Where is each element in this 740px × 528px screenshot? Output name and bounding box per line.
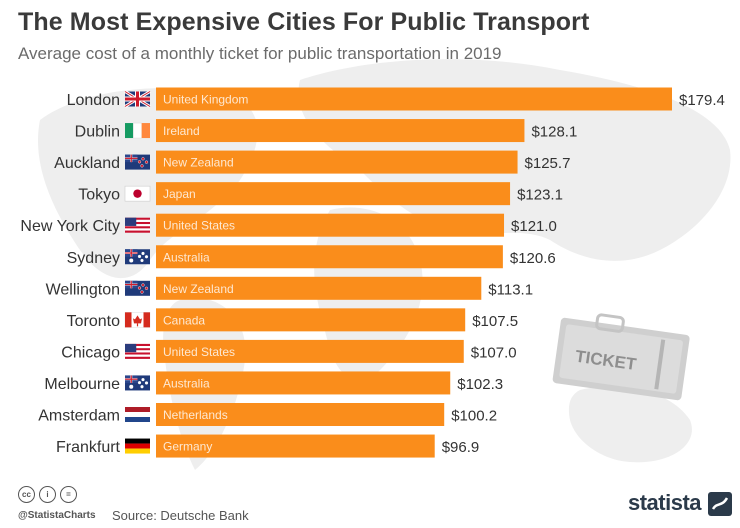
australia-flag-icon [125,249,150,265]
bar [156,213,505,237]
statista-logo-icon [708,492,732,516]
chart-subtitle: Average cost of a monthly ticket for pub… [18,44,502,63]
ireland-flag-icon [125,122,150,139]
bar [156,339,464,363]
usa-flag-icon [125,343,150,359]
license-icons: cc i = [18,486,77,503]
category-label: Dublin [75,124,120,141]
data-label: $123.1 [517,187,563,204]
bar [156,87,672,111]
canada-flag-icon [124,312,151,328]
netherlands-flag-icon [125,407,150,422]
country-label: United Kingdom [163,93,248,107]
chart-title: The Most Expensive Cities For Public Tra… [18,8,590,36]
statista-logo: statista [628,490,702,515]
bar [156,245,503,269]
country-label: Japan [163,187,196,201]
source-text: Source: Deutsche Bank [112,508,249,523]
country-label: Australia [163,250,210,264]
new-zealand-flag-icon [125,154,150,170]
cc-icon: cc [18,486,35,503]
bar [156,150,518,174]
country-label: New Zealand [163,282,234,296]
bar [156,403,445,426]
no-derivatives-icon: = [60,486,77,503]
category-label: Chicago [61,344,120,361]
category-label: Tokyo [78,187,120,204]
japan-flag-icon [124,185,151,202]
new-zealand-flag-icon [125,280,150,296]
country-label: Germany [163,440,212,454]
bar [156,434,435,458]
australia-flag-icon [125,375,150,391]
data-label: $179.4 [679,92,725,109]
data-label: $102.3 [457,376,503,393]
bar [156,119,525,143]
category-label: London [67,92,120,109]
twitter-handle: @StatistaCharts [18,510,96,521]
data-label: $107.0 [471,344,517,361]
category-label: Frankfurt [56,439,121,456]
data-label: $100.2 [451,408,497,425]
category-label: Toronto [67,313,120,330]
category-label: New York City [20,218,120,235]
country-label: Australia [163,376,210,390]
uk-flag-icon [124,90,151,108]
country-label: Canada [163,313,205,327]
category-label: Amsterdam [38,408,120,425]
attribution-icon: i [39,486,56,503]
category-label: Wellington [46,281,120,298]
data-label: $125.7 [525,155,571,172]
germany-flag-icon [125,438,150,454]
bar [156,371,451,395]
category-label: Melbourne [44,376,120,393]
data-label: $128.1 [531,124,577,141]
country-label: United States [163,219,235,233]
country-label: Netherlands [163,408,228,422]
usa-flag-icon [125,217,150,233]
data-label: $121.0 [511,218,557,235]
category-label: Auckland [54,155,120,172]
data-label: $96.9 [442,439,480,456]
bar [156,276,482,300]
bar [156,308,466,332]
country-label: Ireland [163,124,200,138]
country-label: New Zealand [163,156,234,170]
country-label: United States [163,345,235,359]
data-label: $113.1 [488,281,533,298]
data-label: $107.5 [472,313,518,330]
bar [156,182,511,206]
data-label: $120.6 [510,250,556,267]
category-label: Sydney [67,250,120,267]
ticket-illustration: TICKET [552,313,690,401]
